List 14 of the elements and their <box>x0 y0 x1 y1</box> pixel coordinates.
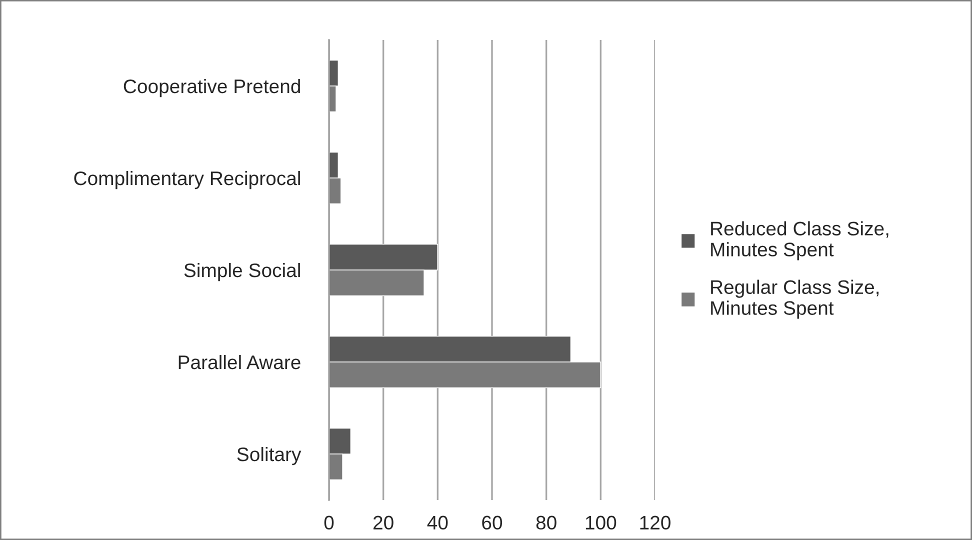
x-tick-label: 0 <box>324 516 334 530</box>
x-tick-label: 40 <box>427 516 448 530</box>
y-tick-label: Complimentary Reciprocal <box>74 170 300 190</box>
x-tick-label: 80 <box>536 516 556 530</box>
x-tick-label: 100 <box>586 516 616 530</box>
legend-label: Regular Class Size, Minutes Spent <box>711 280 878 319</box>
y-tick-label: Parallel Aware <box>178 354 300 370</box>
x-tick-label: 120 <box>640 516 670 530</box>
y-tick-label: Cooperative Pretend <box>124 78 300 98</box>
x-tick-label: 20 <box>374 516 394 530</box>
y-tick-label: Solitary <box>237 446 302 466</box>
legend-label: Reduced Class Size, Minutes Spent <box>711 221 888 260</box>
y-tick-label: Simple Social <box>184 262 300 282</box>
x-tick-label: 60 <box>482 516 502 530</box>
